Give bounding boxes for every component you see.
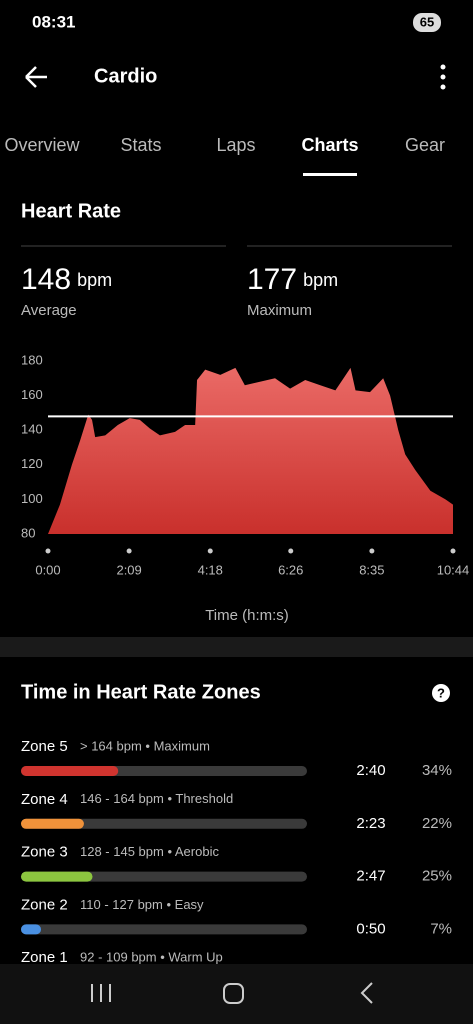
y-tick-label: 160 (21, 387, 43, 402)
average-label: Average (21, 302, 77, 319)
tab-indicator (303, 173, 357, 176)
zone-time: 2:23 (356, 815, 385, 832)
heart-rate-area (48, 367, 453, 534)
y-tick-label: 140 (21, 422, 43, 437)
zone-range: 128 - 145 bpm • Aerobic (80, 844, 219, 859)
x-tick-mark (45, 548, 51, 554)
zone-bar (21, 818, 84, 829)
help-button[interactable] (432, 684, 450, 702)
y-tick-label: 120 (21, 456, 43, 471)
section-title: Heart Rate (21, 200, 121, 222)
zone-range: 146 - 164 bpm • Threshold (80, 791, 233, 806)
menu-button[interactable] (440, 64, 446, 90)
zone-name: Zone 1 (21, 949, 68, 966)
x-tick-label: 0:00 (35, 562, 60, 577)
maximum-label: Maximum (247, 302, 312, 319)
x-tick-mark (207, 548, 213, 554)
zone-time: 0:50 (356, 920, 385, 937)
x-tick-mark (369, 548, 375, 554)
zone-range: > 164 bpm • Maximum (80, 738, 210, 753)
tab[interactable]: Laps (216, 135, 255, 155)
x-axis-label: Time (h:m:s) (205, 607, 289, 624)
x-tick-label: 4:18 (198, 562, 223, 577)
zone-track (21, 818, 307, 829)
zones-title: Time in Heart Rate Zones (21, 681, 261, 703)
x-tick-label: 6:26 (278, 562, 303, 577)
battery (413, 13, 441, 32)
back-button[interactable] (25, 66, 47, 88)
back-nav-button[interactable] (360, 982, 373, 1004)
y-tick-label: 100 (21, 491, 43, 506)
x-tick-mark (450, 548, 456, 554)
zone-percent: 25% (422, 868, 452, 885)
battery-level: 65 (420, 14, 434, 29)
zone-bar (21, 924, 42, 935)
zone-name: Zone 2 (21, 896, 68, 913)
tab[interactable]: Stats (120, 135, 161, 155)
x-tick-label: 2:09 (116, 562, 141, 577)
zone-time: 2:47 (356, 868, 385, 885)
zone-track (21, 871, 307, 882)
zone-percent: 7% (430, 920, 452, 937)
status-time: 08:31 (32, 12, 75, 31)
average-value: 148 bpm (21, 263, 112, 296)
zone-name: Zone 4 (21, 791, 68, 808)
zone-bar (21, 871, 93, 882)
y-tick-label: 80 (21, 525, 35, 540)
header-title: Cardio (94, 65, 157, 87)
help-icon: ? (437, 685, 445, 700)
section-gap (0, 637, 473, 657)
tab[interactable]: Gear (405, 135, 445, 155)
zone-bar (21, 766, 119, 776)
x-tick-label: 10:44 (437, 562, 470, 577)
x-tick-mark (126, 548, 132, 554)
recents-button[interactable] (91, 984, 111, 1002)
zone-name: Zone 3 (21, 844, 68, 861)
nav-bar (0, 964, 473, 1024)
zone-name: Zone 5 (21, 738, 68, 755)
maximum-value: 177 bpm (247, 263, 338, 296)
tab[interactable]: Charts (301, 135, 358, 155)
zone-percent: 34% (422, 762, 452, 779)
zone-range: 92 - 109 bpm • Warm Up (80, 950, 223, 965)
zone-time: 2:40 (356, 762, 385, 779)
zone-range: 110 - 127 bpm • Easy (80, 897, 204, 912)
zone-percent: 22% (422, 815, 452, 832)
x-tick-mark (288, 548, 294, 554)
home-button[interactable] (223, 983, 244, 1004)
y-tick-label: 180 (21, 352, 43, 367)
tab[interactable]: Overview (4, 135, 80, 155)
zone-track (21, 924, 307, 935)
x-tick-label: 8:35 (359, 562, 384, 577)
